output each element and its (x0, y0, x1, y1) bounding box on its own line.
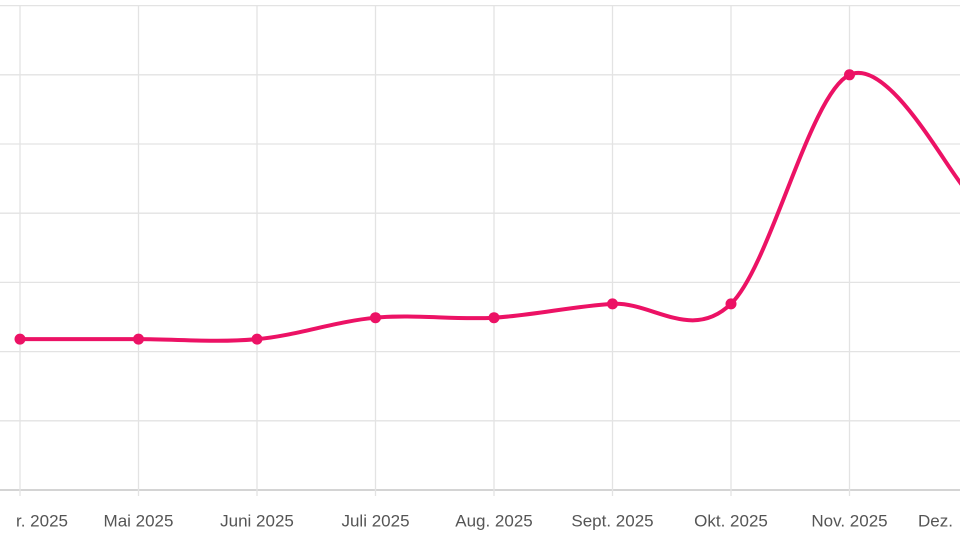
point (14, 333, 26, 345)
point (251, 333, 263, 345)
x-tick-label: Aug. 2025 (455, 511, 533, 530)
point (488, 312, 500, 324)
x-tick-label: r. 2025 (16, 511, 68, 530)
x-tick-label: Juli 2025 (341, 511, 409, 530)
point (844, 69, 855, 81)
x-tick-label: Okt. 2025 (694, 511, 768, 530)
x-tick-label: Mai 2025 (104, 511, 174, 530)
x-tick-label: Sept. 2025 (571, 511, 653, 530)
point (370, 312, 381, 324)
x-tick-label: Dez. (918, 511, 953, 530)
point (133, 333, 144, 345)
point (607, 298, 618, 310)
x-tick-label: Nov. 2025 (811, 511, 887, 530)
line (18, 70, 960, 343)
point (725, 298, 737, 310)
x-tick-label: Juni 2025 (220, 511, 294, 530)
